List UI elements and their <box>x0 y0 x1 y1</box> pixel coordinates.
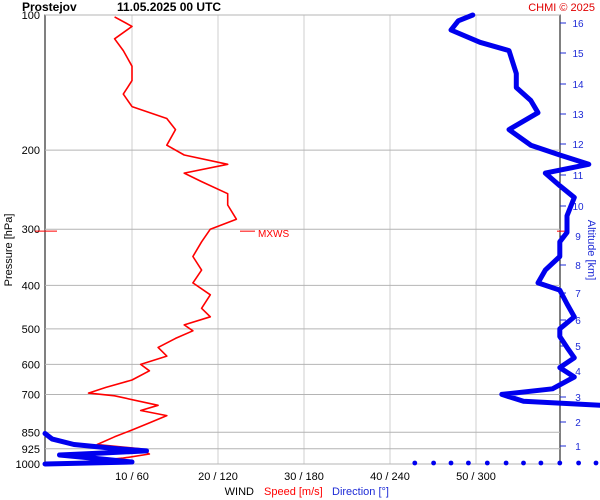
grid <box>44 14 561 465</box>
surface-wind-point <box>466 460 471 466</box>
surface-wind-point <box>503 460 509 466</box>
altitude-axis-label: Altitude [km] <box>585 220 597 281</box>
altitude-tick-label: 9 <box>575 232 581 243</box>
surface-wind-point <box>557 460 563 466</box>
wind-tick-label: 10 / 60 <box>115 471 149 483</box>
pressure-axis: 100 200 300 400 500 600 700 850 925 1000 <box>16 10 40 471</box>
surface-wind-point <box>521 460 526 466</box>
surface-wind-point <box>576 460 581 466</box>
plot-frame <box>44 14 561 465</box>
pressure-tick-label: 700 <box>22 389 40 401</box>
direction-axis-label: Direction [°] <box>332 486 389 498</box>
surface-wind-point <box>448 460 454 466</box>
wind-tick-label: 50 / 300 <box>456 471 496 483</box>
surface-wind-point <box>538 460 544 466</box>
altitude-tick-label: 3 <box>575 393 581 404</box>
altitude-tick-label: 5 <box>575 342 581 353</box>
pressure-tick-label: 850 <box>22 427 40 439</box>
altitude-tick-label: 15 <box>572 49 584 60</box>
wind-tick-label: 20 / 120 <box>198 471 238 483</box>
wind-tick-label: 40 / 240 <box>370 471 410 483</box>
altitude-tick-label: 13 <box>572 110 584 121</box>
altitude-tick-label: 2 <box>575 418 581 429</box>
pressure-tick-label: 100 <box>22 10 40 22</box>
altitude-tick-label: 14 <box>572 80 584 91</box>
mxws-annotation: MXWS <box>258 229 289 240</box>
direction-series-line <box>448 12 600 408</box>
credit-text: CHMI © 2025 <box>528 2 595 14</box>
plot-area <box>35 12 600 467</box>
altitude-tick-label: 16 <box>572 19 584 30</box>
surface-wind-point <box>412 460 418 466</box>
wind-axis-prefix: WIND <box>225 486 254 498</box>
pressure-tick-label: 1000 <box>16 459 40 471</box>
altitude-tick-label: 8 <box>575 261 581 272</box>
pressure-tick-label: 300 <box>22 224 40 236</box>
altitude-tick-label: 12 <box>572 140 584 151</box>
pressure-tick-label: 400 <box>22 280 40 292</box>
sounding-datetime: 11.05.2025 00 UTC <box>117 0 221 14</box>
altitude-tick-label: 11 <box>573 171 584 182</box>
speed-axis-label: Speed [m/s] <box>264 486 323 498</box>
altitude-tick-label: 10 <box>572 202 584 213</box>
altitude-tick-label: 7 <box>575 289 581 300</box>
direction-series-line <box>42 431 149 467</box>
pressure-axis-label: Pressure [hPa] <box>3 214 15 287</box>
altitude-tick-label: 6 <box>575 316 581 327</box>
pressure-tick-label: 500 <box>22 324 40 336</box>
wind-tick-label: 30 / 180 <box>284 471 324 483</box>
pressure-tick-label: 925 <box>22 444 40 456</box>
pressure-tick-label: 200 <box>22 145 40 157</box>
surface-wind-point <box>593 460 599 466</box>
altitude-tick-label: 4 <box>575 367 581 378</box>
altitude-tick-label: 1 <box>575 442 581 453</box>
surface-wind-point <box>431 460 436 466</box>
station-name: Prostejov <box>22 0 77 14</box>
surface-wind-point <box>484 460 490 466</box>
wind-axis: 10 / 60 20 / 120 30 / 180 40 / 240 50 / 300 <box>115 471 496 483</box>
pressure-tick-label: 600 <box>22 359 40 371</box>
speed-series-line <box>44 16 238 465</box>
